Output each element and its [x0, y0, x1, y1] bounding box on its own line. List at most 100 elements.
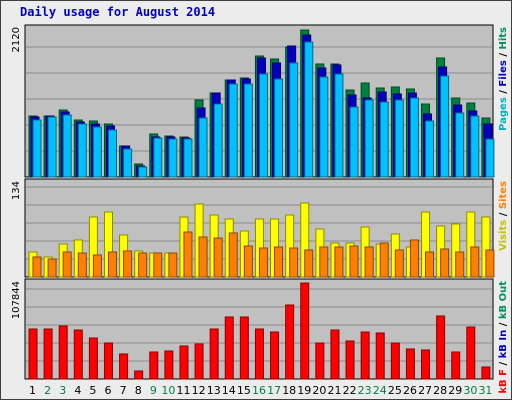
panel-hits-bar-pages: [394, 99, 404, 178]
x-tick-label: 9: [150, 384, 157, 397]
panel-kbytes-bar-kb-f: [209, 328, 219, 380]
x-tick-label: 6: [105, 384, 112, 397]
panel-visits-bar-sites: [425, 251, 435, 278]
legend-label: Files: [498, 60, 509, 86]
panel-visits-legend: Visits / Sites: [498, 181, 509, 251]
panel-kbytes-bar-kb-f: [270, 331, 280, 380]
panel-kbytes-bar-kb-f: [179, 345, 189, 380]
panel-kbytes-bar-kb-f: [119, 353, 129, 380]
legend-separator: /: [498, 319, 509, 330]
x-tick-label: 15: [237, 384, 251, 397]
panel-kbytes-bar-kb-f: [300, 282, 310, 380]
x-tick-label: 27: [418, 384, 432, 397]
panel-kbytes-bar-kb-f: [88, 337, 98, 380]
legend-label: Hits: [498, 27, 509, 50]
panel-visits-bar-sites: [319, 246, 329, 278]
panel-visits-ymax-label: 134: [11, 181, 22, 200]
panel-hits-bar-pages: [153, 137, 163, 178]
panel-kbytes-bar-kb-f: [330, 329, 340, 380]
panel-visits-bar-sites: [77, 252, 87, 278]
panel-kbytes-bar-kb-f: [164, 350, 174, 380]
legend-label: Sites: [498, 181, 509, 209]
x-tick-label: 24: [373, 384, 387, 397]
panel-kbytes-bar-kb-f: [345, 340, 355, 380]
x-tick-label: 22: [343, 384, 357, 397]
panel-visits-bar-sites: [213, 237, 223, 278]
legend-label: kB F: [498, 369, 509, 394]
panel-kbytes-bar-kb-f: [466, 326, 476, 380]
panel-hits-bar-pages: [379, 101, 389, 178]
panel-hits-bar-pages: [258, 73, 268, 178]
panel-visits-bar-sites: [364, 246, 374, 278]
x-tick-label: 12: [192, 384, 206, 397]
panel-hits-bar-pages: [425, 120, 435, 178]
x-tick-label: 31: [478, 384, 492, 397]
panel-visits-bar-sites: [409, 239, 419, 278]
panel-hits-bar-pages: [47, 116, 57, 178]
panel-kbytes-bar-kb-f: [285, 304, 295, 380]
panel-hits-bar-pages: [289, 62, 299, 178]
x-tick-label: 1: [29, 384, 36, 397]
x-tick-label: 23: [358, 384, 372, 397]
panel-kbytes-bar-kb-f: [194, 343, 204, 380]
x-tick-label: 29: [448, 384, 462, 397]
panel-visits-bar-sites: [470, 246, 480, 278]
panel-hits-bar-pages: [243, 83, 253, 178]
panel-hits-bar-pages: [62, 114, 72, 178]
panel-kbytes-bar-kb-f: [481, 366, 491, 380]
panel-kbytes-bar-kb-f: [390, 342, 400, 380]
panel-kbytes-legend: kB F / kB In / kB Out: [498, 281, 509, 394]
panel-kbytes-bar-kb-f: [58, 325, 68, 380]
panel-visits-bar-sites: [198, 236, 208, 278]
panel-visits-bar-sites: [62, 251, 72, 278]
panel-kbytes-bar-kb-f: [43, 328, 53, 380]
x-tick-label: 16: [252, 384, 266, 397]
panel-visits-bar-sites: [379, 242, 389, 278]
panel-visits-bar-sites: [334, 246, 344, 278]
panel-kbytes-bar-kb-f: [451, 351, 461, 380]
x-tick-label: 28: [433, 384, 447, 397]
x-tick-label: 7: [120, 384, 127, 397]
panel-visits-bar-sites: [243, 245, 253, 278]
panel-hits-legend: Pages / Files / Hits: [498, 27, 509, 131]
chart-title: Daily usage for August 2014: [20, 5, 216, 19]
panel-hits-bar-pages: [198, 117, 208, 178]
x-tick-label: 18: [282, 384, 296, 397]
x-tick-label: 30: [463, 384, 477, 397]
panel-kbytes-bar-kb-f: [436, 315, 446, 380]
panel-kbytes-bar-kb-f: [405, 348, 415, 380]
panel-visits-bar-sites: [485, 249, 495, 278]
legend-separator: /: [498, 87, 509, 98]
legend-separator: /: [498, 50, 509, 61]
panel-hits-bar-pages: [138, 166, 148, 178]
panel-visits-bar-sites: [349, 245, 359, 278]
panel-hits-bar-pages: [455, 112, 465, 178]
panel-visits-bar-sites: [274, 246, 284, 278]
panel-hits-bar-pages: [213, 103, 223, 178]
x-tick-label: 17: [267, 384, 281, 397]
panel-hits-bar-pages: [364, 99, 374, 178]
panel-visits-bar-sites: [228, 232, 238, 278]
panel-visits-bar-sites: [168, 252, 178, 278]
panel-visits-bar-sites: [123, 250, 133, 278]
legend-label: Pages: [498, 97, 509, 131]
panel-hits-bar-pages: [470, 115, 480, 178]
panel-visits-bar-sites: [107, 251, 117, 278]
panel-hits-ymax-label: 2120: [11, 27, 22, 52]
x-tick-label: 21: [327, 384, 341, 397]
legend-label: Visits: [498, 220, 509, 251]
panel-visits-bar-sites: [47, 258, 57, 278]
panel-visits-bar-sites: [138, 252, 148, 278]
panel-visits-bar-sites: [258, 247, 268, 278]
x-tick-label: 11: [177, 384, 191, 397]
panel-visits-bar-sites: [289, 247, 299, 278]
panel-visits-bar-sites: [153, 252, 163, 278]
panel-visits-bar-sites: [304, 249, 314, 278]
panel-kbytes-bar-kb-f: [224, 316, 234, 380]
x-tick-label: 26: [403, 384, 417, 397]
panel-kbytes-bar-kb-f: [254, 328, 264, 380]
panel-hits-bar-pages: [168, 138, 178, 178]
x-tick-label: 13: [207, 384, 221, 397]
panel-visits-bar-sites: [183, 231, 193, 278]
